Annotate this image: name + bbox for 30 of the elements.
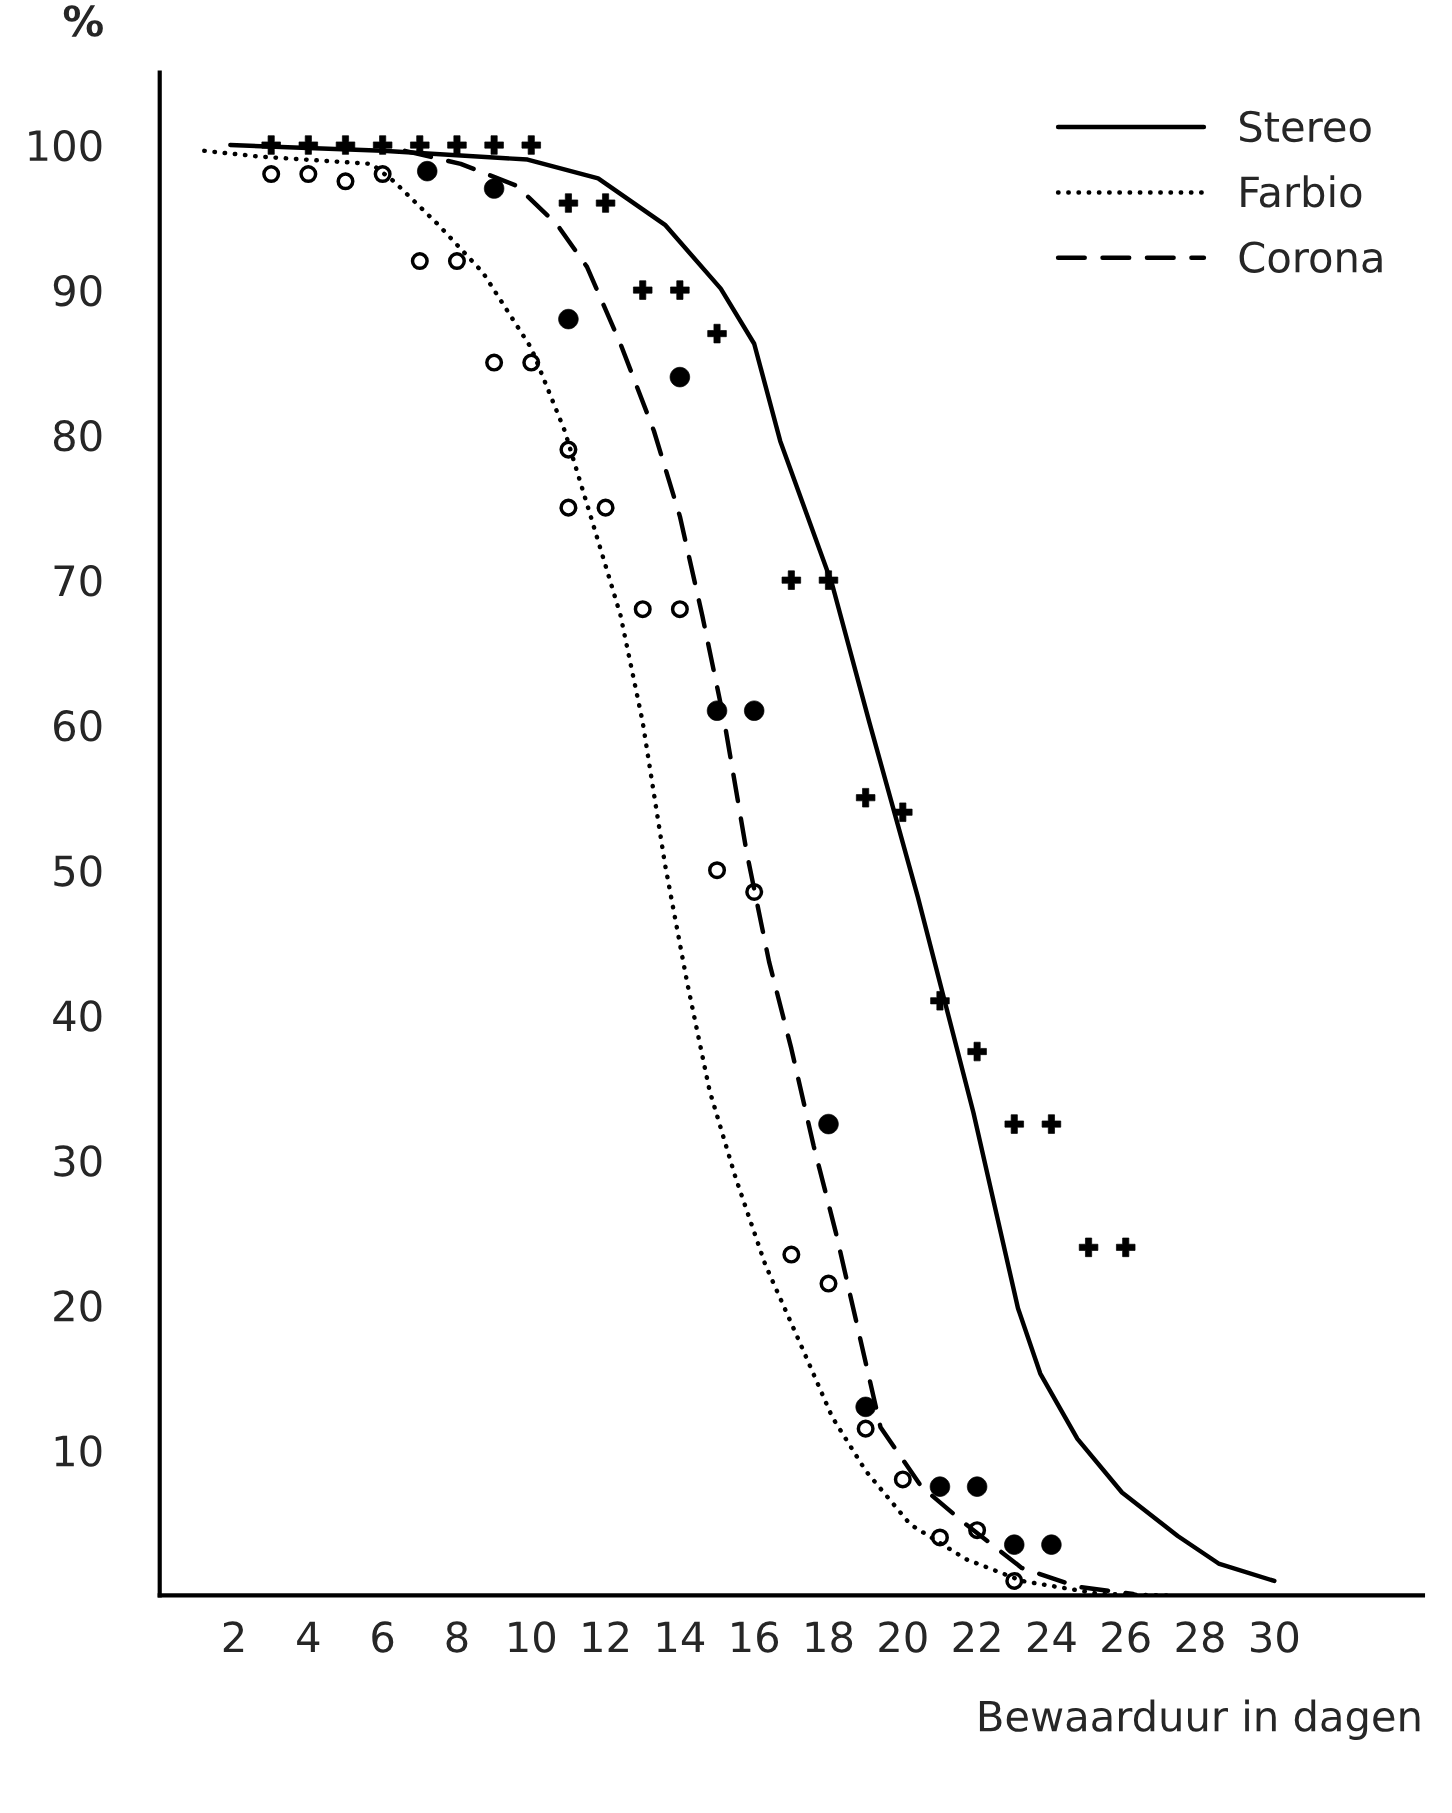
y-tick-label: 60 — [54, 710, 102, 742]
legend-label: Corona — [1239, 241, 1382, 273]
x-tick-label: 12 — [583, 1621, 628, 1653]
y-tick-label: 20 — [54, 1290, 102, 1322]
x-tick-label: 24 — [1027, 1621, 1076, 1653]
legend-label: Stereo — [1239, 110, 1371, 143]
x-tick-label: 18 — [806, 1621, 853, 1653]
y-tick-label: 30 — [54, 1145, 102, 1177]
x-tick-label: 16 — [732, 1621, 779, 1653]
y-tick-label: 70 — [54, 565, 102, 597]
x-tick-label: 2 — [223, 1621, 244, 1653]
y-tick-label: 10 — [55, 1435, 102, 1467]
y-tick-label: 100 — [29, 129, 102, 162]
x-tick-label: 6 — [372, 1621, 394, 1653]
x-tick-label: 26 — [1102, 1621, 1150, 1653]
x-tick-label: 30 — [1251, 1621, 1299, 1653]
y-tick-label: 80 — [53, 420, 102, 452]
x-tick-label: 28 — [1176, 1621, 1224, 1653]
legend-label: Farbio — [1241, 175, 1362, 208]
y-tick-label: 50 — [54, 855, 102, 887]
x-tick-label: 10 — [509, 1621, 555, 1653]
x-tick-label: 8 — [446, 1621, 468, 1653]
y-tick-label: 90 — [53, 274, 102, 307]
y-tick-label: 40 — [53, 1000, 102, 1032]
x-tick-label: 14 — [657, 1621, 705, 1653]
y-axis-title: % — [63, 5, 103, 37]
x-axis-title: Bewaarduur in dagen — [979, 1699, 1420, 1740]
x-tick-label: 20 — [879, 1621, 927, 1653]
x-tick-label: 4 — [297, 1621, 320, 1653]
x-tick-label: 22 — [953, 1621, 1000, 1653]
